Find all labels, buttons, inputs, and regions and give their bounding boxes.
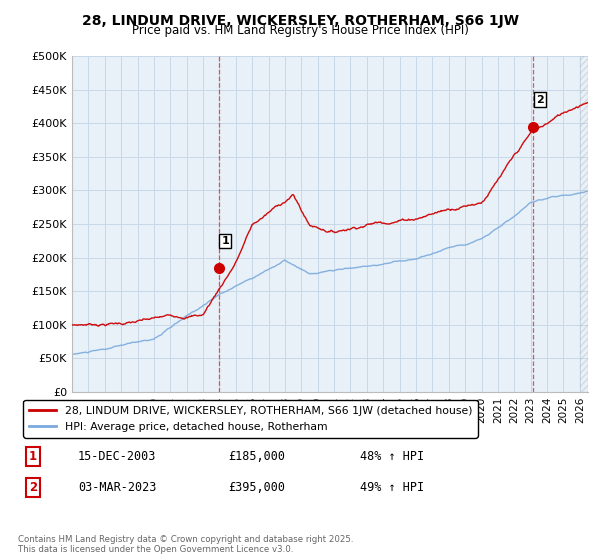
Text: 49% ↑ HPI: 49% ↑ HPI <box>360 480 424 494</box>
Text: 28, LINDUM DRIVE, WICKERSLEY, ROTHERHAM, S66 1JW: 28, LINDUM DRIVE, WICKERSLEY, ROTHERHAM,… <box>82 14 518 28</box>
Text: 48% ↑ HPI: 48% ↑ HPI <box>360 450 424 463</box>
Text: 2: 2 <box>29 480 37 494</box>
Text: 15-DEC-2003: 15-DEC-2003 <box>78 450 157 463</box>
Text: Contains HM Land Registry data © Crown copyright and database right 2025.
This d: Contains HM Land Registry data © Crown c… <box>18 535 353 554</box>
Text: 1: 1 <box>29 450 37 463</box>
Text: £185,000: £185,000 <box>228 450 285 463</box>
Text: Price paid vs. HM Land Registry's House Price Index (HPI): Price paid vs. HM Land Registry's House … <box>131 24 469 36</box>
Text: £395,000: £395,000 <box>228 480 285 494</box>
Legend: 28, LINDUM DRIVE, WICKERSLEY, ROTHERHAM, S66 1JW (detached house), HPI: Average : 28, LINDUM DRIVE, WICKERSLEY, ROTHERHAM,… <box>23 400 478 437</box>
Text: 1: 1 <box>221 236 229 246</box>
Text: 2: 2 <box>536 95 544 105</box>
Text: 03-MAR-2023: 03-MAR-2023 <box>78 480 157 494</box>
